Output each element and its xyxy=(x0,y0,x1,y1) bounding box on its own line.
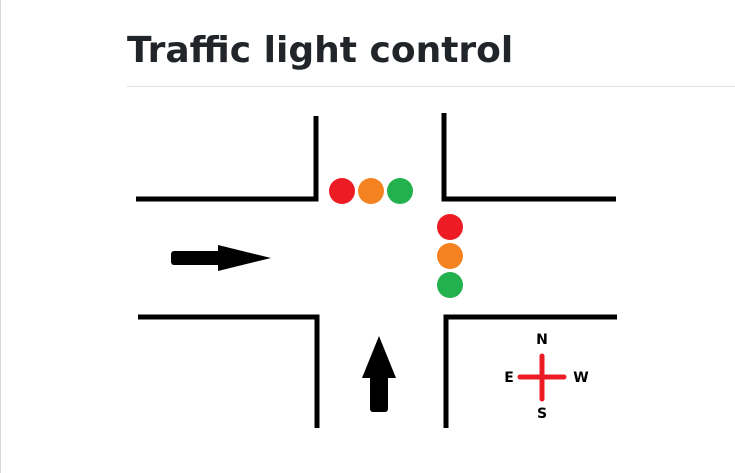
compass-north-label: N xyxy=(536,332,548,348)
road-edge-bottom-left xyxy=(138,314,320,428)
title-divider xyxy=(127,86,735,87)
red-light-icon[interactable] xyxy=(437,214,463,240)
traffic-light-vertical[interactable] xyxy=(437,214,463,298)
compass-south-label: S xyxy=(537,406,547,422)
orange-light-icon[interactable] xyxy=(437,243,463,269)
road-edge-bottom-right xyxy=(443,314,617,428)
traffic-light-horizontal[interactable] xyxy=(329,178,413,204)
compass-east-label: E xyxy=(504,370,514,386)
road-edge-top-right xyxy=(441,113,616,202)
green-light-icon[interactable] xyxy=(387,178,413,204)
orange-light-icon[interactable] xyxy=(358,178,384,204)
northbound-arrow-icon xyxy=(362,336,396,412)
road-edge-top-left xyxy=(136,116,319,202)
compass-west-label: W xyxy=(573,370,588,386)
road-edges xyxy=(136,113,617,428)
eastbound-arrow-icon xyxy=(171,245,271,271)
green-light-icon[interactable] xyxy=(437,272,463,298)
red-light-icon[interactable] xyxy=(329,178,355,204)
page-title: Traffic light control xyxy=(127,30,514,71)
compass-cross-icon xyxy=(517,353,567,402)
page-left-border xyxy=(0,0,1,473)
compass: N S E W xyxy=(504,332,589,422)
